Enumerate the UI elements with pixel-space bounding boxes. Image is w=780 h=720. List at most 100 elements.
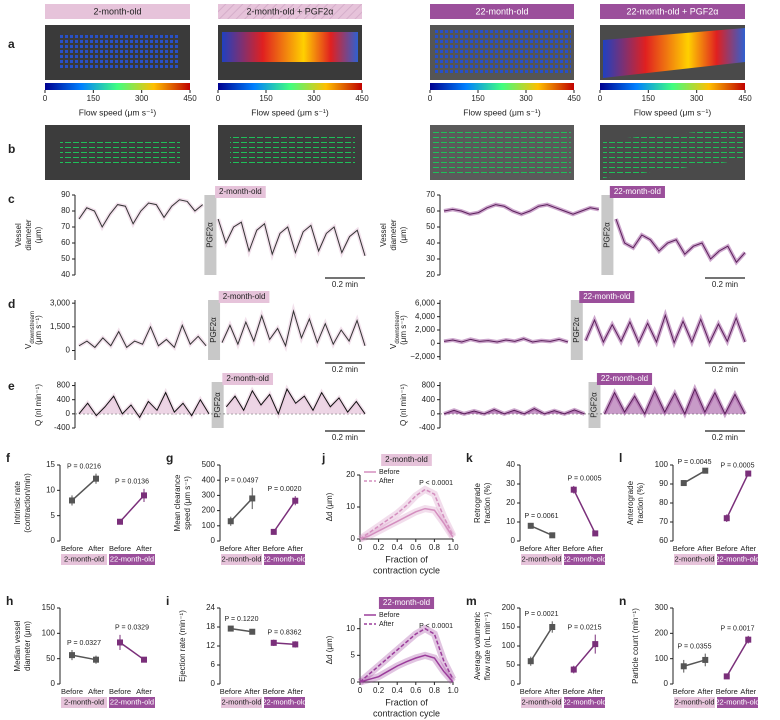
y-tick-label: 70 — [61, 222, 70, 231]
y-axis-label: diameter — [389, 219, 398, 250]
p-value: P = 0.0005 — [721, 462, 755, 469]
group-box — [61, 554, 107, 565]
y-tick-label: 50 — [46, 654, 55, 663]
mean-marker — [227, 625, 234, 632]
condition-label: Before — [563, 687, 585, 696]
y-axis-label-part: Vessel — [14, 223, 23, 247]
x-axis-label: contraction cycle — [373, 565, 440, 575]
y-tick-label: 20 — [346, 470, 355, 479]
y-axis-label: speed (μm s⁻¹) — [183, 476, 192, 530]
image-panels — [45, 25, 745, 180]
y-tick-label: 50 — [61, 254, 70, 263]
y-axis-label-part: V — [389, 343, 398, 349]
mean-marker — [117, 639, 123, 646]
y-tick-label: −2,000 — [410, 352, 435, 361]
condition-label: After — [544, 544, 560, 553]
mean-marker — [93, 656, 99, 663]
condition-label: Before — [716, 544, 738, 553]
connector — [683, 470, 706, 484]
group-box — [109, 697, 155, 708]
y-axis-label-sub: downstream — [395, 311, 401, 344]
condition-label: After — [136, 687, 152, 696]
y-tick-label: 90 — [61, 190, 70, 199]
connector — [71, 654, 97, 661]
legend-label: Before — [379, 469, 400, 476]
x-tick-label: 0.2 — [373, 543, 385, 552]
condition-label: After — [740, 544, 756, 553]
y-tick-label: 100 — [202, 521, 216, 530]
group-box — [521, 554, 562, 565]
colorbar-label: Flow speed (μm s⁻¹) — [79, 107, 157, 117]
tag: 22-month-old — [383, 598, 430, 607]
y-tick-label: 6 — [211, 660, 216, 669]
condition-label: Before — [61, 544, 83, 553]
image-overlay — [433, 28, 571, 73]
condition-label: After — [287, 687, 303, 696]
colorbar-tick-label: 300 — [307, 94, 321, 103]
y-tick-label: -400 — [54, 423, 71, 432]
y-tick-label: 150 — [502, 622, 516, 631]
header: 2-month-old — [93, 6, 141, 16]
y-tick-label: 4,000 — [415, 312, 436, 321]
colorbar — [218, 83, 362, 90]
y-axis-label: Anterograde — [626, 480, 635, 525]
group-label: 22-month-old — [562, 554, 606, 563]
mean-marker — [570, 486, 577, 493]
y-axis-label-part: (μm s⁻¹) — [34, 315, 43, 345]
scale-label: 0.2 min — [712, 280, 738, 289]
connector — [530, 525, 553, 536]
mean-marker — [549, 624, 556, 630]
group-label: 22-month-old — [262, 554, 306, 563]
line-halo — [77, 197, 367, 261]
p-value: P = 0.0497 — [225, 478, 259, 485]
condition-label: Before — [263, 687, 285, 696]
connector — [530, 626, 553, 662]
mean-marker — [270, 639, 277, 646]
condition-label: After — [88, 687, 104, 696]
y-axis-label: Q (nl min⁻¹) — [34, 384, 43, 426]
gap-bar — [211, 382, 224, 428]
panel-letter: h — [6, 594, 13, 608]
mean-marker — [270, 528, 277, 535]
p-value: P = 0.0329 — [115, 625, 149, 632]
group-box — [221, 697, 262, 708]
x-axis-label: Fraction of — [385, 554, 428, 564]
y-axis-label-sub: downstream — [30, 311, 36, 344]
colorbar-tick-label: 450 — [738, 94, 752, 103]
y-tick-label: 20 — [426, 270, 435, 279]
colorbar-tick-label: 450 — [355, 94, 369, 103]
y-axis-label: diameter — [24, 219, 33, 250]
gap-bar — [204, 195, 217, 275]
mean-marker — [723, 673, 730, 680]
tag: 22-month-old — [614, 187, 661, 196]
tag-box — [579, 291, 635, 303]
connector — [726, 639, 749, 677]
y-tick-label: 10 — [346, 624, 355, 633]
y-tick-label: 5 — [351, 650, 356, 659]
y-axis-label: (μm) — [34, 226, 43, 243]
colorbar-tick-label: 0 — [216, 94, 221, 103]
line — [443, 313, 746, 345]
mean-marker — [592, 641, 599, 648]
connector — [230, 497, 253, 522]
header: 22-month-old — [475, 6, 528, 16]
gap-label: PGF2α — [206, 222, 215, 248]
mean-marker — [702, 656, 709, 663]
colorbar-tick-label: 0 — [598, 94, 603, 103]
group-label: 22-month-old — [110, 697, 154, 706]
group-box — [717, 697, 758, 708]
header-box — [600, 4, 745, 19]
x-tick-label: 0.2 — [373, 686, 385, 695]
colorbar-tick-label: 150 — [471, 94, 485, 103]
condition-label: After — [88, 544, 104, 553]
condition-label: After — [287, 544, 303, 553]
curve — [359, 488, 454, 540]
panel-letter: g — [166, 451, 173, 465]
y-axis-label: Average volumetric — [473, 612, 482, 680]
group-label: 2-month-old — [221, 697, 261, 706]
p-value: P = 0.0136 — [115, 479, 149, 486]
y-tick-label: 10 — [346, 502, 355, 511]
mean-marker — [527, 658, 534, 665]
y-tick-label: 5 — [51, 511, 56, 520]
mean-marker — [570, 666, 577, 673]
